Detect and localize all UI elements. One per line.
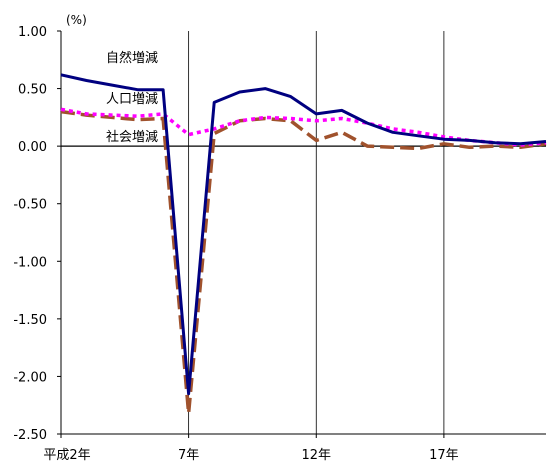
x-tick-label-0: 平成2年 [43,448,90,463]
y-tick-label-5: -1.50 [13,313,47,328]
series-line-2 [60,109,547,416]
y-tick-label-3: -0.50 [13,198,47,213]
y-tick-label-4: -1.00 [13,255,47,270]
y-tick-label-2: 0.00 [18,140,47,155]
x-tick-label-2: 12年 [301,448,331,463]
x-tick-label-1: 7年 [178,448,199,463]
series-label-natural: 自然増減 [106,50,158,66]
series-layer [60,73,547,416]
grid-layer [188,31,445,434]
series-label-social: 社会増減 [106,129,158,145]
x-tick-label-3: 17年 [429,448,459,463]
y-unit-label: (%) [66,13,87,27]
y-tick-label-7: -2.50 [13,428,47,443]
series-line-0 [60,73,547,396]
y-tick-label-6: -2.00 [13,370,47,385]
series-label-population: 人口増減 [106,91,158,107]
y-tick-label-0: 1.00 [18,25,47,40]
axis-layer: 1.00 0.50 0.00 -0.50 -1.00 -1.50 -2.00 -2.50 平成2… [13,25,546,463]
y-tick-label-1: 0.50 [18,83,47,98]
label-layer: (%) 自然増減 人口増減 社会増減 [66,13,158,145]
